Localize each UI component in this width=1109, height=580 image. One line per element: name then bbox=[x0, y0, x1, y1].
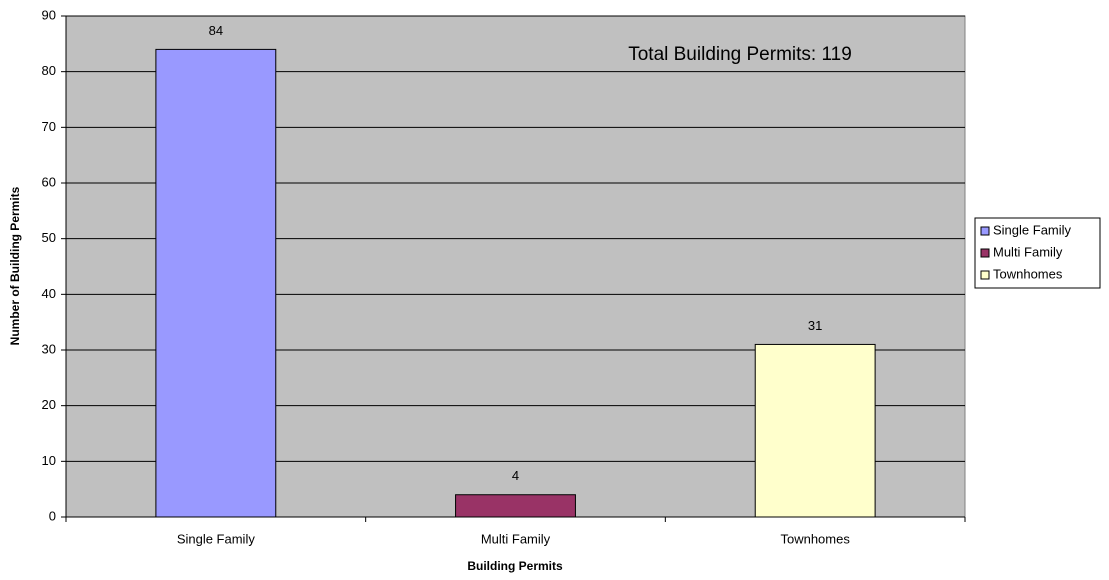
legend-swatch bbox=[980, 270, 990, 280]
y-tick-label: 20 bbox=[42, 397, 56, 412]
y-tick-label: 30 bbox=[42, 341, 56, 356]
legend-swatch bbox=[980, 248, 990, 258]
x-axis-title: Building Permits bbox=[467, 559, 563, 573]
x-tick-label: Multi Family bbox=[481, 531, 551, 546]
x-tick-label: Townhomes bbox=[780, 531, 850, 546]
bar bbox=[754, 343, 876, 518]
y-tick-label: 0 bbox=[49, 508, 56, 523]
y-tick-label: 60 bbox=[42, 174, 56, 189]
y-tick-label: 80 bbox=[42, 63, 56, 78]
y-tick-label: 90 bbox=[42, 7, 56, 22]
legend-box bbox=[974, 217, 1101, 289]
value-label: 31 bbox=[808, 318, 822, 333]
y-tick-label: 50 bbox=[42, 230, 56, 245]
legend-label: Multi Family bbox=[993, 244, 1063, 259]
y-tick-label: 70 bbox=[42, 119, 56, 134]
value-label: 84 bbox=[209, 23, 223, 38]
value-label: 4 bbox=[512, 468, 519, 483]
legend-label: Single Family bbox=[993, 222, 1072, 237]
bar bbox=[455, 494, 576, 518]
y-tick-label: 10 bbox=[42, 453, 56, 468]
bar bbox=[155, 48, 277, 518]
legend-label: Townhomes bbox=[993, 266, 1063, 281]
legend-swatch bbox=[980, 226, 990, 236]
y-axis-title: Number of Building Permits bbox=[8, 186, 22, 345]
y-tick-label: 40 bbox=[42, 286, 56, 301]
annotation: Total Building Permits: 119 bbox=[628, 44, 852, 65]
x-tick-label: Single Family bbox=[177, 531, 256, 546]
